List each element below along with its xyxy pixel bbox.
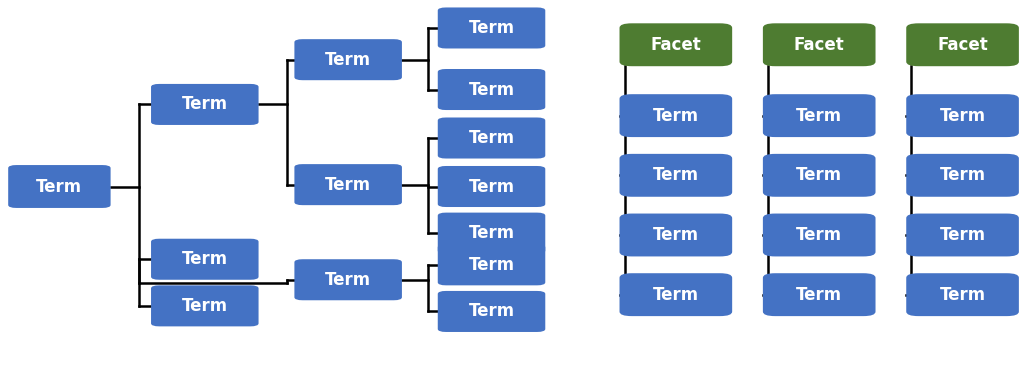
FancyBboxPatch shape bbox=[152, 84, 258, 125]
Text: Term: Term bbox=[652, 166, 699, 184]
FancyBboxPatch shape bbox=[620, 94, 732, 137]
FancyBboxPatch shape bbox=[438, 7, 545, 48]
FancyBboxPatch shape bbox=[620, 154, 732, 197]
FancyBboxPatch shape bbox=[763, 94, 876, 137]
Text: Term: Term bbox=[181, 95, 228, 113]
Text: Term: Term bbox=[325, 176, 372, 194]
Text: Term: Term bbox=[652, 286, 699, 304]
FancyBboxPatch shape bbox=[438, 213, 545, 254]
Text: Facet: Facet bbox=[937, 36, 988, 54]
FancyBboxPatch shape bbox=[906, 273, 1019, 316]
FancyBboxPatch shape bbox=[438, 244, 545, 285]
Text: Term: Term bbox=[181, 250, 228, 268]
FancyBboxPatch shape bbox=[438, 69, 545, 110]
FancyBboxPatch shape bbox=[763, 213, 876, 257]
Text: Facet: Facet bbox=[650, 36, 701, 54]
Text: Term: Term bbox=[796, 226, 843, 244]
FancyBboxPatch shape bbox=[620, 273, 732, 316]
Text: Term: Term bbox=[36, 178, 83, 195]
FancyBboxPatch shape bbox=[763, 273, 876, 316]
Text: Term: Term bbox=[468, 303, 515, 320]
Text: Term: Term bbox=[468, 129, 515, 147]
Text: Term: Term bbox=[468, 256, 515, 274]
FancyBboxPatch shape bbox=[620, 213, 732, 257]
Text: Term: Term bbox=[468, 81, 515, 98]
FancyBboxPatch shape bbox=[763, 23, 876, 66]
FancyBboxPatch shape bbox=[295, 39, 401, 80]
FancyBboxPatch shape bbox=[906, 94, 1019, 137]
FancyBboxPatch shape bbox=[438, 166, 545, 207]
Text: Term: Term bbox=[468, 19, 515, 37]
FancyBboxPatch shape bbox=[763, 154, 876, 197]
Text: Term: Term bbox=[325, 51, 372, 69]
FancyBboxPatch shape bbox=[906, 154, 1019, 197]
Text: Term: Term bbox=[181, 297, 228, 315]
FancyBboxPatch shape bbox=[906, 23, 1019, 66]
FancyBboxPatch shape bbox=[152, 285, 258, 326]
FancyBboxPatch shape bbox=[152, 239, 258, 280]
FancyBboxPatch shape bbox=[438, 117, 545, 159]
Text: Term: Term bbox=[939, 107, 986, 125]
Text: Term: Term bbox=[796, 166, 843, 184]
FancyBboxPatch shape bbox=[295, 259, 401, 300]
FancyBboxPatch shape bbox=[906, 213, 1019, 257]
Text: Term: Term bbox=[468, 178, 515, 195]
Text: Term: Term bbox=[939, 286, 986, 304]
Text: Term: Term bbox=[939, 166, 986, 184]
Text: Term: Term bbox=[325, 271, 372, 289]
Text: Term: Term bbox=[652, 107, 699, 125]
Text: Term: Term bbox=[652, 226, 699, 244]
Text: Facet: Facet bbox=[794, 36, 845, 54]
Text: Term: Term bbox=[796, 286, 843, 304]
FancyBboxPatch shape bbox=[8, 165, 111, 208]
Text: Term: Term bbox=[939, 226, 986, 244]
Text: Term: Term bbox=[468, 224, 515, 242]
FancyBboxPatch shape bbox=[620, 23, 732, 66]
Text: Term: Term bbox=[796, 107, 843, 125]
FancyBboxPatch shape bbox=[295, 164, 401, 205]
FancyBboxPatch shape bbox=[438, 291, 545, 332]
